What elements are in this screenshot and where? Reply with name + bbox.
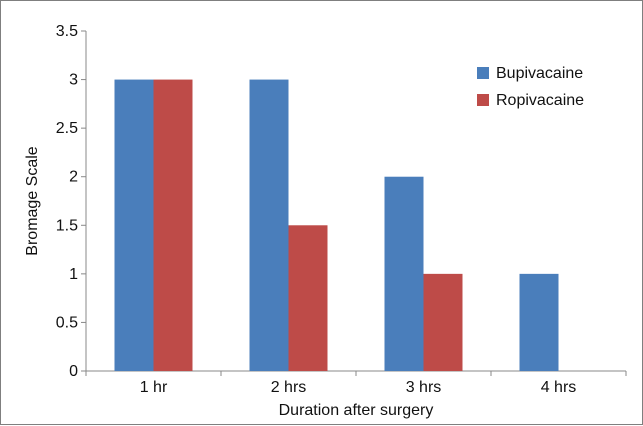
legend-swatch-ropivacaine <box>477 94 489 106</box>
bars <box>114 79 559 372</box>
bar-bupivacaine-2-hrs <box>249 79 289 372</box>
y-tick-label: 3.5 <box>56 23 78 40</box>
bar-ropivacaine-3-hrs <box>423 273 463 371</box>
bar-bupivacaine-1-hr <box>114 79 154 372</box>
x-tick-label: 2 hrs <box>271 379 307 396</box>
y-tick-label: 0 <box>69 363 78 380</box>
x-tick-label: 1 hr <box>140 379 168 396</box>
x-tick-label: 4 hrs <box>541 379 577 396</box>
y-tick-label: 2 <box>69 169 78 186</box>
y-tick-label: 2.5 <box>56 120 78 137</box>
x-axis: 1 hr 2 hrs 3 hrs 4 hrs <box>85 371 627 396</box>
bar-ropivacaine-1-hr <box>153 79 193 372</box>
y-tick-label: 3 <box>69 72 78 89</box>
x-tick-label: 3 hrs <box>406 379 442 396</box>
legend-label-ropivacaine: Ropivacaine <box>496 92 584 109</box>
y-axis: 0 0.5 1 1.5 2 2.5 3 3.5 <box>56 23 86 380</box>
y-tick-label: 0.5 <box>56 314 78 331</box>
bar-bupivacaine-3-hrs <box>384 176 424 371</box>
x-axis-title: Duration after surgery <box>279 402 434 419</box>
y-axis-title: Bromage Scale <box>24 146 41 255</box>
y-tick-label: 1 <box>69 266 78 283</box>
plot-area: 0 0.5 1 1.5 2 2.5 3 3.5 1 hr 2 hrs 3 hrs 4 hrs <box>56 23 627 396</box>
legend-swatch-bupivacaine <box>477 67 489 79</box>
legend: Bupivacaine Ropivacaine <box>477 65 584 109</box>
bar-ropivacaine-2-hrs <box>288 225 328 371</box>
bar-bupivacaine-4-hrs <box>519 273 559 371</box>
legend-label-bupivacaine: Bupivacaine <box>496 65 583 82</box>
y-tick-label: 1.5 <box>56 217 78 234</box>
